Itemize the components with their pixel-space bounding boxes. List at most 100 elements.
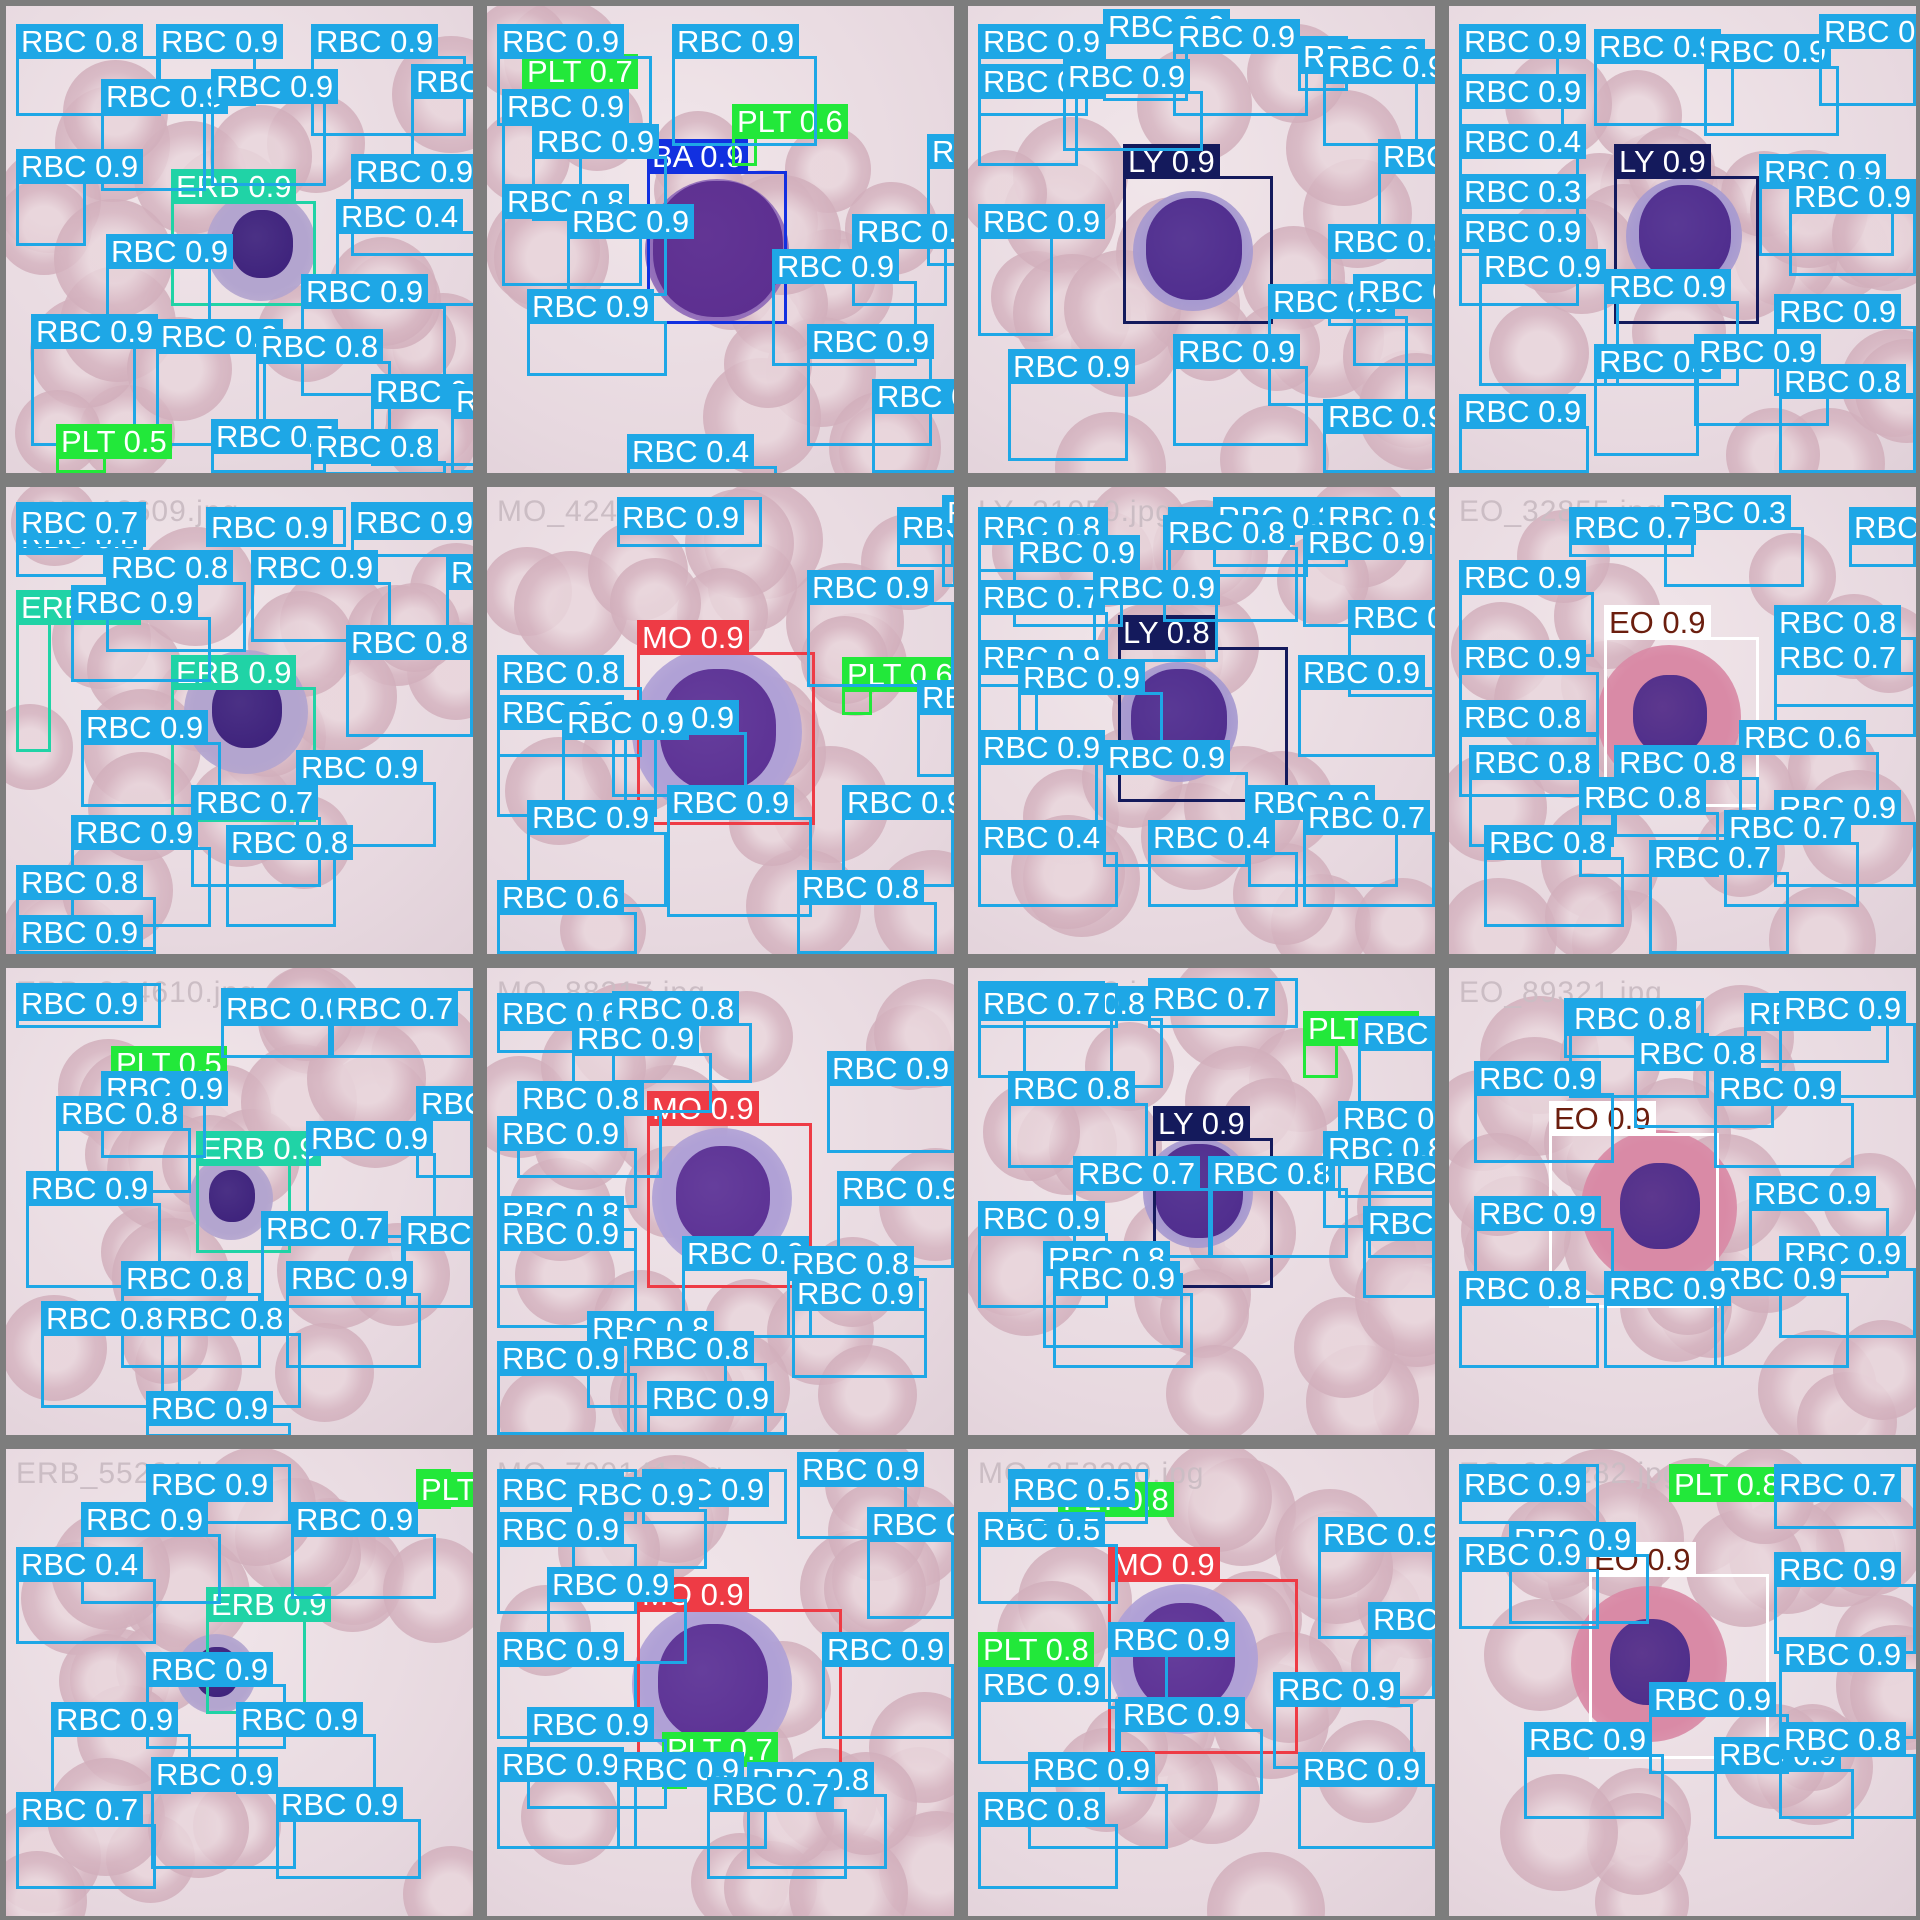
detection-class: RBC	[617, 991, 683, 1026]
detection-label: RBC 0.9	[1819, 14, 1916, 49]
detection-confidence: 0.8	[596, 1081, 640, 1116]
detection-class: RBC	[1464, 214, 1530, 249]
detection-class: RBC	[1108, 9, 1174, 44]
detection-class: RBC	[1373, 1156, 1435, 1191]
detection-box-rbc: RBC 0.8	[1459, 700, 1599, 797]
background-red-cell	[1488, 302, 1590, 404]
detection-box-rbc: RBC 0.7	[707, 1777, 847, 1879]
detection-confidence: 0.4	[706, 434, 750, 469]
detection-box-ba: BA 0.9	[647, 139, 787, 324]
detection-class: RBC	[797, 1276, 863, 1311]
detection-class: RBC	[983, 986, 1049, 1021]
detection-confidence: 0.9	[1538, 1537, 1582, 1572]
detection-box-rbc: RBC 0.9	[26, 1171, 161, 1288]
detection-label: RBC 0.9	[1714, 1261, 1842, 1296]
detection-confidence: 0.9	[691, 700, 735, 735]
detection-box-rbc: RBC 0.7	[1148, 978, 1298, 1028]
detection-label: RBC 0.7	[1649, 840, 1777, 875]
detection-class: RBC	[1599, 344, 1665, 379]
detection-class: RBC	[311, 1121, 377, 1156]
detection-box-rbc: RBC 0.8	[346, 625, 473, 737]
detection-class: RBC	[577, 1477, 643, 1512]
detection-class: RBC	[36, 314, 102, 349]
detection-box-rbc: RBC 0.9	[1323, 399, 1435, 473]
detection-class: LY	[1619, 144, 1655, 179]
detection-box-rbc: RBC 0.9	[1474, 1196, 1614, 1298]
detection-class: RBC	[712, 1777, 778, 1812]
detection-class: RBC	[1639, 1036, 1705, 1071]
detection-confidence: 0.9	[946, 1507, 954, 1542]
detection-box-erb: ERB 0.9	[171, 655, 316, 822]
detection-label: RBC 0.9	[497, 1116, 625, 1151]
detection-box-ly: LY 0.9	[1153, 1106, 1273, 1288]
detection-label: RBC 0.9	[401, 1216, 473, 1251]
detection-class: RBC	[632, 1331, 698, 1366]
detection-class: RBC	[1278, 1672, 1344, 1707]
detection-label: RBC 0.9	[16, 986, 144, 1021]
detection-class: RBC	[983, 64, 1049, 99]
detection-box-rbc: RBC 0.9	[1819, 14, 1916, 106]
detection-class: RBC	[376, 374, 442, 409]
detection-class: RBC	[507, 184, 573, 219]
detection-label: LY 0.9	[1153, 1106, 1250, 1141]
detection-label: RBC 0.9	[1063, 59, 1191, 94]
detection-box-rbc: RBC 0.9	[1053, 1261, 1193, 1368]
detection-class: RBC	[1123, 1697, 1189, 1732]
detection-class: RBC	[812, 324, 878, 359]
detection-confidence: 0.8	[200, 1261, 244, 1296]
detection-confidence: 0.8	[1057, 1792, 1101, 1827]
detection-box-rbc: RBC 0.8	[497, 655, 642, 757]
detection-box-rbc: RBC 0.9	[867, 1507, 954, 1619]
detection-confidence: 0.9	[1172, 570, 1216, 605]
detection-label: RBC 0.8	[161, 1301, 289, 1336]
detection-box-rbc: RBC 0.6	[497, 880, 637, 954]
detection-class: RBC	[1353, 600, 1419, 635]
detection-box-rbc: RBC 0.7	[978, 983, 1118, 1028]
detection-class: RBC	[76, 585, 142, 620]
detection-label: RBC 0.9	[296, 750, 424, 785]
detection-class: PLT	[421, 1472, 473, 1507]
detection-class: RBC	[106, 79, 172, 114]
detection-label: RBC 0.9	[497, 24, 625, 59]
detection-label: RBC 0.9	[1694, 334, 1822, 369]
detection-confidence: 0.9	[1352, 1672, 1396, 1707]
detection-confidence: 0.9	[606, 800, 650, 835]
detection-class: RBC	[1018, 535, 1084, 570]
detection-confidence: 0.9	[576, 1747, 620, 1782]
detection-box-rbc: RBC 0.8	[451, 384, 473, 473]
detection-label: RBC 0.9	[286, 1261, 414, 1296]
detection-label: RBC 0.9	[31, 314, 159, 349]
detection-class: RBC	[266, 1211, 332, 1246]
detection-box-rbc: RBC 0.7	[331, 988, 473, 1058]
detection-class: RBC	[677, 24, 743, 59]
detection-box-rbc: RBC 0.7	[1774, 640, 1916, 737]
detection-class: RBC	[291, 1261, 357, 1296]
detection-box-rbc: RBC 0.9	[311, 24, 466, 136]
detection-confidence: 0.9	[1197, 1697, 1241, 1732]
detection-confidence: 0.8	[1713, 1036, 1757, 1071]
detection-class: RBC	[421, 1086, 473, 1121]
detection-label: RBC 0.7	[1774, 1467, 1902, 1502]
detection-box-rbc: RBC 0.9	[146, 1464, 291, 1524]
detection-box-rbc: RBC 0.9	[1008, 349, 1136, 461]
detection-label: RBC 0.9	[807, 324, 935, 359]
detection-class: RBC	[21, 915, 87, 950]
detection-box-rbc: RBC 0.9	[617, 497, 762, 547]
detection-confidence: 0.9	[95, 149, 139, 184]
detection-label: RBC 0.8	[1634, 1036, 1762, 1071]
detection-confidence: 0.4	[1538, 124, 1582, 159]
detection-class: RBC	[86, 1502, 152, 1537]
detection-box-rbc: RBC 0.7	[1303, 800, 1435, 907]
detection-label: RBC 0.9	[1298, 655, 1426, 690]
detection-label: RBC 0.9	[647, 1381, 775, 1416]
detection-label: RBC 0.7	[1073, 1156, 1201, 1191]
detection-label: RBC 0.9	[822, 1632, 950, 1667]
detection-confidence: 0.8	[1102, 986, 1146, 1021]
detection-class: RBC	[532, 800, 598, 835]
detection-box-rbc: RBC 0.9	[527, 289, 667, 376]
detection-confidence: 0.8	[866, 1246, 910, 1281]
detection-confidence: 0.9	[1402, 399, 1435, 434]
detection-class: RBC	[1779, 1552, 1845, 1587]
detection-label: RBC 0.8	[517, 1081, 645, 1116]
